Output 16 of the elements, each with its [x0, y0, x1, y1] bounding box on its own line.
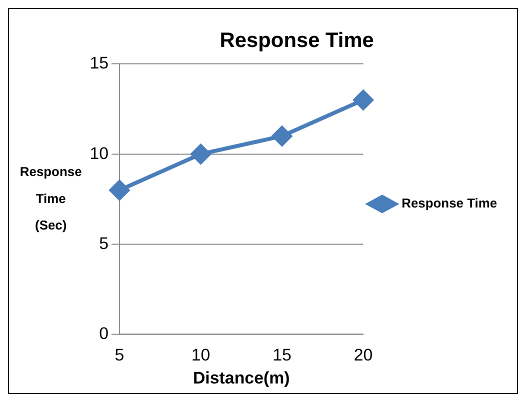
x-axis-title: Distance(m) [192, 368, 290, 388]
x-tick-label: 5 [114, 345, 124, 364]
chart-title: Response Time [220, 29, 374, 52]
point [110, 180, 130, 200]
point [272, 126, 292, 146]
point [353, 90, 374, 110]
y-tick-label: 10 [90, 144, 109, 163]
x-tick-label: 15 [272, 345, 292, 364]
y-tick-label: 15 [90, 54, 109, 73]
y-axis-title: Response Time (Sec) [20, 164, 82, 233]
point [190, 144, 211, 164]
x-tick-label: 10 [191, 345, 210, 364]
y-tick-label: 5 [99, 234, 109, 253]
legend-label: Response Time [402, 196, 498, 211]
y-tick-label: 0 [99, 324, 109, 344]
x-tick-label: 20 [354, 345, 373, 364]
